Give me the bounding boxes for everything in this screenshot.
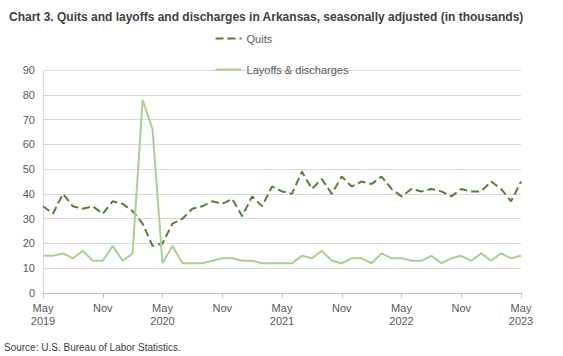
svg-text:Layoffs & discharges: Layoffs & discharges xyxy=(247,64,349,76)
svg-text:May: May xyxy=(33,302,54,314)
svg-text:May: May xyxy=(391,302,412,314)
svg-text:2020: 2020 xyxy=(150,315,174,327)
svg-text:Nov: Nov xyxy=(332,302,352,314)
svg-text:50: 50 xyxy=(23,163,35,175)
svg-text:Nov: Nov xyxy=(212,302,232,314)
svg-text:60: 60 xyxy=(23,138,35,150)
svg-text:2022: 2022 xyxy=(389,315,413,327)
svg-text:2023: 2023 xyxy=(509,315,533,327)
svg-text:2021: 2021 xyxy=(270,315,294,327)
svg-text:Nov: Nov xyxy=(451,302,471,314)
svg-text:40: 40 xyxy=(23,188,35,200)
svg-text:Chart 3. Quits and layoffs and: Chart 3. Quits and layoffs and discharge… xyxy=(9,10,523,24)
svg-text:May: May xyxy=(152,302,173,314)
svg-text:80: 80 xyxy=(23,89,35,101)
svg-text:Nov: Nov xyxy=(93,302,113,314)
svg-text:0: 0 xyxy=(29,287,35,299)
svg-text:70: 70 xyxy=(23,114,35,126)
svg-text:30: 30 xyxy=(23,213,35,225)
svg-text:2019: 2019 xyxy=(31,315,55,327)
svg-text:90: 90 xyxy=(23,64,35,76)
svg-text:Source: U.S. Bureau of Labor S: Source: U.S. Bureau of Labor Statistics. xyxy=(4,342,181,353)
svg-text:10: 10 xyxy=(23,262,35,274)
svg-text:May: May xyxy=(511,302,532,314)
svg-text:20: 20 xyxy=(23,237,35,249)
svg-text:May: May xyxy=(272,302,293,314)
svg-text:Quits: Quits xyxy=(247,33,273,45)
